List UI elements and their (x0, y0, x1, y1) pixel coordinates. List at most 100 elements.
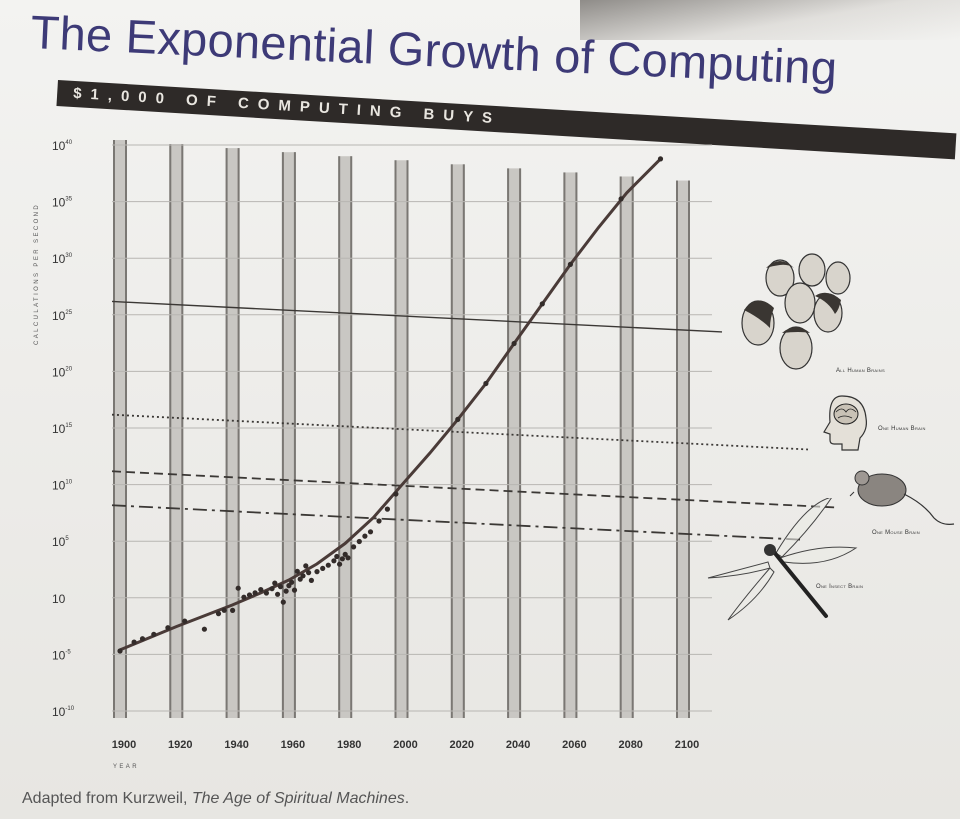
x-tick-label: 2040 (506, 739, 530, 751)
decade-column-edge-left-1900 (113, 140, 115, 718)
data-point (131, 639, 137, 645)
decade-column-2100 (676, 180, 690, 718)
trend-line-group (119, 157, 662, 652)
y-tick-label: 10-5 (52, 648, 71, 662)
y-tick-base: 10 (52, 648, 66, 662)
x-tick-label: 1900 (112, 739, 136, 751)
data-point (539, 301, 545, 307)
y-tick-exponent: 15 (65, 423, 72, 429)
y-tick-label: 1030 (52, 252, 73, 266)
y-tick-base: 10 (52, 196, 66, 210)
y-tick-base: 10 (52, 365, 66, 379)
y-tick-base: 10 (52, 592, 66, 606)
y-tick-exponent: 10 (65, 480, 72, 486)
x-tick-labels: 1900 1920 1940 1960 1980 2000 2020 2040 2060 2080… (112, 739, 699, 751)
decade-column-edge-right-2040 (519, 168, 522, 719)
reference-line-dashdot (111, 504, 801, 541)
x-tick-label: 1920 (168, 739, 192, 751)
y-tick-exponent: 30 (65, 253, 72, 259)
data-point (235, 585, 241, 591)
decade-column-2020 (450, 164, 465, 718)
x-tick-label: 2000 (393, 739, 417, 751)
footer-citation: Adapted from Kurzweil, The Age of Spirit… (22, 790, 409, 808)
x-tick-label: 2020 (450, 739, 474, 751)
data-points (117, 156, 664, 654)
decade-column-edge-left-1980 (338, 156, 341, 718)
brain-head-illustration (823, 395, 867, 451)
y-tick-base: 10 (52, 705, 66, 719)
reference-lines (111, 300, 837, 541)
y-tick-base: 10 (52, 479, 66, 493)
y-tick-exponent: -10 (65, 706, 74, 712)
trend-line (119, 157, 662, 652)
decade-column-1980 (338, 156, 353, 718)
y-tick-label: 1010 (52, 479, 73, 493)
y-tick-labels: 10401035103010251020101510101051010-510-… (52, 139, 75, 719)
data-point (314, 569, 320, 575)
data-point (303, 563, 309, 569)
x-tick-label: 1980 (337, 739, 361, 751)
decade-column-1920 (169, 144, 184, 719)
decade-column-2000 (394, 160, 409, 718)
data-point (618, 196, 624, 202)
data-point (246, 592, 253, 598)
decade-column-edge-left-2040 (507, 168, 510, 719)
decade-column-edge-left-2100 (676, 180, 678, 718)
decade-column-edge-right-1980 (350, 156, 353, 718)
y-tick-label: 10 (52, 592, 66, 606)
decade-column-edge-left-2000 (394, 160, 397, 718)
reference-line-solid (111, 300, 723, 333)
data-point (263, 590, 269, 596)
y-tick-label: 1040 (52, 139, 73, 153)
projection-shadow (580, 0, 960, 40)
x-tick-label: 1940 (224, 739, 248, 751)
y-tick-base: 10 (52, 309, 66, 323)
data-point (351, 544, 357, 550)
data-point (300, 573, 306, 579)
decade-column-edge-left-1940 (225, 148, 228, 719)
caption-one-mouse-brain: One Mouse Brain (872, 530, 920, 536)
y-tick-base: 10 (52, 422, 66, 436)
caption-one-insect-brain: One Insect Brain (816, 584, 864, 590)
dragonfly-illustration (707, 498, 858, 621)
y-tick-label: 1035 (52, 196, 73, 210)
decade-column-edge-right-2060 (575, 172, 578, 718)
mouse-illustration (849, 470, 955, 525)
data-point (117, 648, 123, 654)
decade-column-edge-left-1920 (169, 144, 172, 719)
decade-column-edge-right-2020 (462, 164, 465, 718)
decade-columns (113, 140, 690, 719)
citation-prefix: Adapted from Kurzweil, (22, 790, 192, 807)
data-point (356, 538, 362, 545)
reference-line-dotted (111, 413, 809, 451)
y-tick-label: 1025 (52, 309, 73, 323)
data-point (215, 611, 222, 617)
decade-column-edge-left-2080 (619, 176, 622, 718)
y-tick-exponent: -5 (65, 649, 71, 655)
data-point (201, 626, 207, 632)
data-point (283, 588, 289, 594)
decade-column-edge-right-1940 (237, 148, 240, 719)
data-point (182, 618, 188, 624)
data-point (241, 594, 247, 600)
y-tick-exponent: 35 (65, 197, 72, 203)
decade-column-edge-right-1900 (125, 140, 127, 718)
y-tick-exponent: 5 (65, 536, 69, 542)
y-tick-exponent: 40 (65, 140, 72, 146)
decade-column-edge-left-1960 (281, 152, 284, 719)
data-point (252, 590, 258, 596)
decade-column-edge-right-2100 (688, 180, 690, 718)
citation-suffix: . (404, 790, 410, 807)
data-point (384, 506, 390, 512)
data-point (320, 565, 326, 572)
data-point (337, 561, 343, 567)
y-tick-base: 10 (52, 252, 66, 266)
human-heads-illustration (741, 253, 851, 370)
data-point (221, 607, 227, 613)
axis-labels: CALCULATIONS PER SECOND YEAR (34, 203, 137, 770)
caption-one-human-brain: One Human Brain (878, 426, 926, 432)
decade-column-edge-left-2060 (563, 172, 566, 718)
x-tick-label: 2100 (675, 739, 699, 751)
